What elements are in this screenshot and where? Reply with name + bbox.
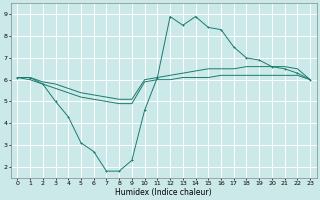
X-axis label: Humidex (Indice chaleur): Humidex (Indice chaleur) <box>116 188 212 197</box>
